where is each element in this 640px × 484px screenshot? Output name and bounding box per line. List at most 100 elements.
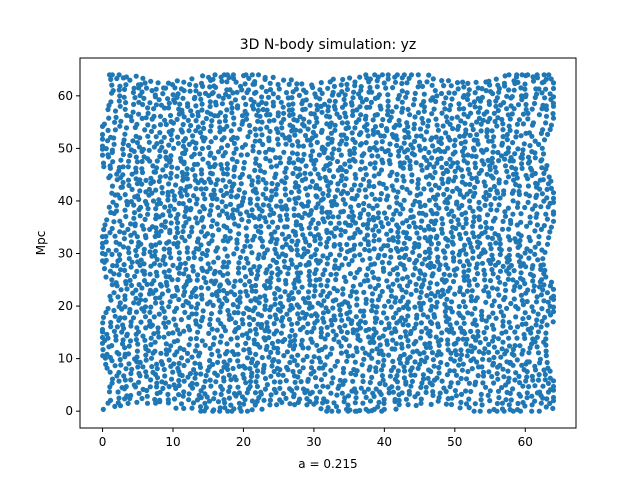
particle-point xyxy=(188,304,194,310)
particle-point xyxy=(123,213,129,220)
particle-point xyxy=(279,132,286,138)
particle-point xyxy=(329,136,335,142)
particle-point xyxy=(118,267,124,273)
particle-point xyxy=(434,211,440,217)
particle-point xyxy=(259,354,265,361)
particle-point xyxy=(281,116,287,122)
particle-point xyxy=(379,157,385,163)
particle-point xyxy=(353,372,359,378)
particle-point xyxy=(547,375,553,381)
particle-point xyxy=(166,268,172,274)
particle-point xyxy=(294,151,300,157)
particle-point xyxy=(243,72,249,78)
particle-point xyxy=(275,338,281,344)
particle-point xyxy=(447,194,453,200)
particle-point xyxy=(472,160,478,166)
particle-point xyxy=(225,408,231,414)
particle-point xyxy=(423,389,429,395)
particle-point xyxy=(277,155,283,161)
particle-point xyxy=(524,223,530,229)
particle-point xyxy=(519,362,525,368)
particle-point xyxy=(286,233,292,240)
particle-point xyxy=(482,202,488,208)
particle-point xyxy=(178,261,184,267)
particle-point xyxy=(490,310,496,316)
particle-point xyxy=(536,86,542,92)
particle-point xyxy=(407,354,413,360)
particle-point xyxy=(534,344,540,350)
particle-point xyxy=(418,191,424,197)
particle-point xyxy=(157,240,163,246)
particle-point xyxy=(472,276,478,282)
particle-point xyxy=(330,76,336,82)
particle-point xyxy=(231,406,237,412)
particle-point xyxy=(368,99,374,105)
particle-point xyxy=(527,220,533,226)
particle-point xyxy=(161,134,167,140)
particle-point xyxy=(475,373,481,379)
particle-point xyxy=(495,376,501,382)
particle-point xyxy=(523,172,529,179)
particle-point xyxy=(181,362,187,369)
particle-point xyxy=(522,335,528,341)
particle-point xyxy=(500,127,506,133)
particle-point xyxy=(370,117,376,123)
particle-point xyxy=(474,119,480,125)
particle-point xyxy=(496,177,502,183)
particle-point xyxy=(179,372,185,379)
particle-point xyxy=(255,107,261,114)
particle-point xyxy=(295,139,301,145)
particle-point xyxy=(498,309,504,315)
particle-point xyxy=(342,201,348,207)
particle-point xyxy=(473,322,479,328)
particle-point xyxy=(493,169,499,175)
particle-point xyxy=(138,292,144,298)
particle-point xyxy=(446,107,452,113)
particle-point xyxy=(386,158,392,164)
particle-point xyxy=(470,223,476,229)
particle-point xyxy=(373,309,379,315)
particle-point xyxy=(232,97,238,103)
particle-point xyxy=(282,264,288,270)
particle-point xyxy=(407,279,413,285)
particle-point xyxy=(313,115,319,121)
particle-point xyxy=(423,325,429,331)
particle-point xyxy=(152,169,159,175)
particle-point xyxy=(399,99,405,105)
particle-point xyxy=(374,304,380,310)
particle-point xyxy=(429,155,435,161)
particle-point xyxy=(198,80,205,86)
particle-point xyxy=(212,370,218,376)
particle-point xyxy=(358,130,364,136)
y-tick-label: 60 xyxy=(58,89,73,103)
particle-point xyxy=(297,270,304,276)
particle-point xyxy=(189,354,195,360)
particle-point xyxy=(501,100,507,106)
particle-point xyxy=(486,78,492,84)
particle-point xyxy=(520,111,527,117)
particle-point xyxy=(209,118,215,124)
particle-point xyxy=(428,290,434,297)
particle-point xyxy=(291,212,297,218)
particle-point xyxy=(465,236,472,243)
particle-point xyxy=(363,406,369,412)
particle-point xyxy=(168,376,175,382)
particle-point xyxy=(119,222,125,228)
particle-point xyxy=(444,186,450,192)
particle-point xyxy=(277,385,283,391)
particle-point xyxy=(221,135,227,141)
particle-point xyxy=(417,147,423,153)
particle-point xyxy=(395,385,401,391)
particle-point xyxy=(338,350,344,356)
particle-point xyxy=(518,292,525,298)
particle-point xyxy=(370,205,376,211)
particle-point xyxy=(394,142,400,149)
particle-point xyxy=(387,373,393,379)
particle-point xyxy=(325,384,331,390)
particle-point xyxy=(212,135,219,141)
particle-point xyxy=(380,181,386,187)
particle-point xyxy=(195,124,201,130)
particle-point xyxy=(273,259,280,266)
particle-point xyxy=(423,129,430,135)
particle-point xyxy=(463,376,470,382)
